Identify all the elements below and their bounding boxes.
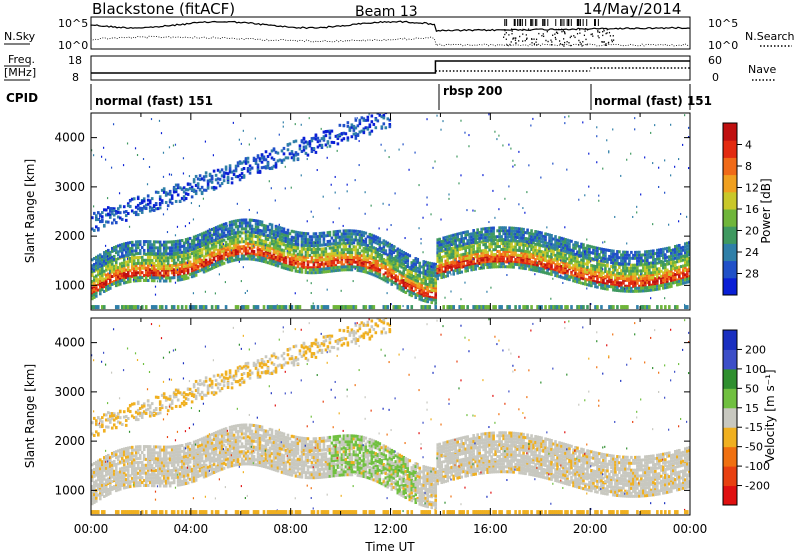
power-ylabel: Slant Range [km]	[23, 159, 37, 263]
freq-tick-high: 18	[68, 54, 82, 67]
colorbar-tick: -100	[745, 460, 770, 473]
colorbar-tick: 20	[745, 225, 759, 238]
colorbar-swatch	[723, 466, 737, 487]
velocity-colorbar-label: Velocity [m s⁻¹]	[763, 369, 777, 462]
power-ytick: 2000	[54, 229, 85, 243]
nave-label: Nave	[748, 63, 776, 76]
noise-tick-high-right: 10^5	[708, 17, 738, 30]
colorbar-swatch	[723, 243, 737, 262]
colorbar-tick: 8	[745, 160, 752, 173]
colorbar-swatch	[723, 123, 737, 141]
xtick-label: 16:00	[473, 522, 508, 536]
freq-label: Freq.	[8, 53, 35, 66]
station-title: Blackstone (fitACF)	[92, 0, 235, 18]
colorbar-tick: 28	[745, 268, 759, 281]
xtick-label: 00:00	[74, 522, 109, 536]
noise-panel: N.Sky 10^5 10^0 10^5 10^0 N.Search	[4, 16, 795, 52]
colorbar-tick: -200	[745, 480, 770, 493]
nsky-label: N.Sky	[4, 30, 36, 43]
xtick-label: 08:00	[273, 522, 308, 536]
power-panel: 1000 2000 3000 4000 Slant Range [km]	[23, 112, 691, 311]
colorbar-swatch	[723, 174, 737, 193]
noise-tick-low-right: 10^0	[708, 39, 738, 52]
colorbar-swatch	[723, 407, 737, 428]
date-title: 14/May/2014	[583, 0, 681, 18]
power-ytick: 4000	[54, 131, 85, 145]
colorbar-tick: 100	[745, 363, 766, 376]
velocity-panel: 1000 2000 3000 4000 Slant Range [km] 00:00 0…	[23, 317, 708, 554]
colorbar-swatch	[723, 140, 737, 158]
colorbar-swatch	[723, 191, 737, 210]
colorbar-swatch	[723, 330, 737, 350]
colorbar-tick: 24	[745, 246, 759, 259]
colorbar-swatch	[723, 485, 737, 506]
freq-nave-panel: Freq. [MHz] 18 8 60 0 Nave	[4, 53, 776, 84]
colorbar-swatch	[723, 427, 737, 448]
xtick-label: 04:00	[174, 522, 209, 536]
colorbar-tick: -15	[745, 421, 763, 434]
xtick-label: 00:00	[673, 522, 708, 536]
cpid-row: CPID normal (fast) 151 rbsp 200 normal (…	[6, 84, 712, 110]
xtick-label: 20:00	[573, 522, 608, 536]
power-colorbar: 4 8 12 16 20 24 28 Power [dB]	[722, 122, 773, 296]
noise-tick-low-left: 10^0	[58, 39, 88, 52]
cpid-segment-2: rbsp 200	[443, 84, 502, 98]
velocity-ytick: 2000	[54, 434, 85, 448]
nave-tick-low: 0	[712, 71, 719, 84]
velocity-colorbar: 200 100 50 15 -15 -50 -100 -200 Velocity [m s⁻¹…	[722, 329, 777, 506]
colorbar-swatch	[723, 277, 737, 296]
beam-title: Beam 13	[355, 4, 418, 20]
velocity-ytick: 1000	[54, 483, 85, 497]
colorbar-swatch	[723, 446, 737, 467]
freq-tick-low: 8	[72, 71, 79, 84]
colorbar-tick: 200	[745, 343, 766, 356]
colorbar-tick: 12	[745, 182, 759, 195]
colorbar-swatch	[723, 209, 737, 227]
velocity-ylabel: Slant Range [km]	[23, 364, 37, 468]
nave-tick-high: 60	[708, 54, 722, 67]
colorbar-tick: 15	[745, 402, 759, 415]
cpid-segment-1: normal (fast) 151	[95, 94, 213, 108]
velocity-ytick: 3000	[54, 385, 85, 399]
colorbar-swatch	[723, 349, 737, 370]
colorbar-swatch	[723, 388, 737, 409]
xtick-label: 12:00	[373, 522, 408, 536]
power-colorbar-label: Power [dB]	[759, 178, 773, 243]
cpid-segment-3: normal (fast) 151	[594, 94, 712, 108]
power-ytick: 1000	[54, 278, 85, 292]
colorbar-swatch	[723, 260, 737, 279]
velocity-ytick: 4000	[54, 336, 85, 350]
colorbar-swatch	[723, 157, 737, 176]
freq-unit-label: [MHz]	[4, 66, 36, 79]
time-xlabel: Time UT	[364, 540, 415, 554]
colorbar-swatch	[723, 226, 737, 244]
nsearch-label: N.Search	[745, 30, 795, 43]
colorbar-tick: 50	[745, 382, 759, 395]
noise-tick-high-left: 10^5	[58, 17, 88, 30]
colorbar-tick: -50	[745, 441, 763, 454]
colorbar-tick: 16	[745, 203, 759, 216]
power-ytick: 3000	[54, 180, 85, 194]
colorbar-swatch	[723, 368, 737, 389]
cpid-label: CPID	[6, 91, 38, 105]
colorbar-tick: 4	[745, 139, 752, 152]
